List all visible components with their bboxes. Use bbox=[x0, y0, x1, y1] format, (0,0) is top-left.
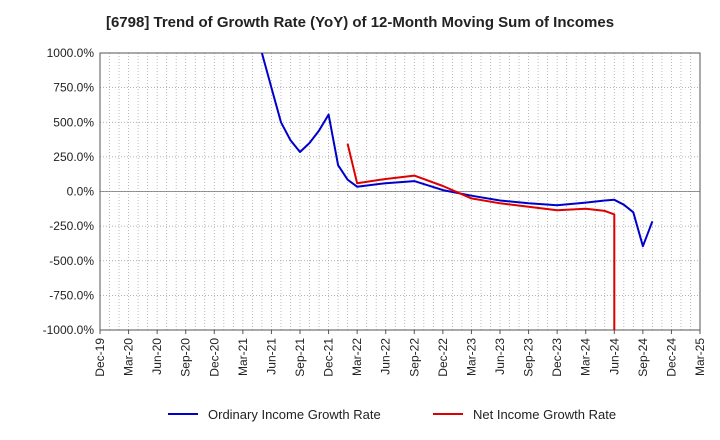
x-tick-label: Dec-21 bbox=[322, 338, 336, 377]
x-tick-label: Mar-21 bbox=[236, 338, 250, 376]
y-tick-label: -250.0% bbox=[49, 219, 94, 233]
grid bbox=[99, 52, 701, 331]
y-tick-label: -1000.0% bbox=[43, 323, 95, 337]
x-tick-label: Sep-21 bbox=[293, 338, 307, 377]
series-lines bbox=[260, 53, 654, 330]
x-tick-label: Mar-25 bbox=[693, 338, 707, 376]
x-tick-label: Mar-22 bbox=[350, 338, 364, 376]
net-income-line bbox=[346, 143, 616, 330]
y-tick-label: 0.0% bbox=[67, 185, 95, 199]
x-tick-label: Dec-24 bbox=[664, 338, 678, 377]
y-tick-label: -750.0% bbox=[49, 288, 94, 302]
legend: Ordinary Income Growth Rate Net Income Gr… bbox=[168, 407, 616, 422]
x-tick-label: Sep-20 bbox=[179, 338, 193, 377]
x-tick-label: Mar-20 bbox=[122, 338, 136, 376]
y-tick-label: 750.0% bbox=[53, 81, 94, 95]
x-tick-label: Dec-20 bbox=[207, 338, 221, 377]
x-tick-label: Dec-23 bbox=[550, 338, 564, 377]
y-tick-label: 500.0% bbox=[53, 115, 94, 129]
x-tick-label: Mar-23 bbox=[464, 338, 478, 376]
x-tick-label: Jun-24 bbox=[607, 338, 621, 375]
x-tick-label: Sep-23 bbox=[522, 338, 536, 377]
x-tick-label: Jun-21 bbox=[264, 338, 278, 375]
ordinary-income-line bbox=[260, 53, 654, 248]
legend-label: Ordinary Income Growth Rate bbox=[208, 407, 381, 422]
x-tick-label: Dec-19 bbox=[93, 338, 107, 377]
x-tick-label: Jun-23 bbox=[493, 338, 507, 375]
legend-label: Net Income Growth Rate bbox=[473, 407, 616, 422]
y-tick-label: 1000.0% bbox=[47, 46, 95, 60]
x-tick-label: Mar-24 bbox=[579, 338, 593, 376]
y-tick-label: 250.0% bbox=[53, 150, 94, 164]
x-tick-label: Sep-24 bbox=[636, 338, 650, 377]
chart-title: [6798] Trend of Growth Rate (YoY) of 12-… bbox=[105, 14, 615, 31]
x-tick-label: Sep-22 bbox=[407, 338, 421, 377]
x-tick-label: Jun-20 bbox=[150, 338, 164, 375]
plot-border bbox=[99, 52, 701, 331]
y-tick-label: -500.0% bbox=[49, 254, 94, 268]
axes: 1000.0% 750.0% 500.0% 250.0% 0.0% -250.0% -500… bbox=[43, 46, 707, 377]
x-tick-label: Dec-22 bbox=[436, 338, 450, 377]
x-tick-label: Jun-22 bbox=[379, 338, 393, 375]
